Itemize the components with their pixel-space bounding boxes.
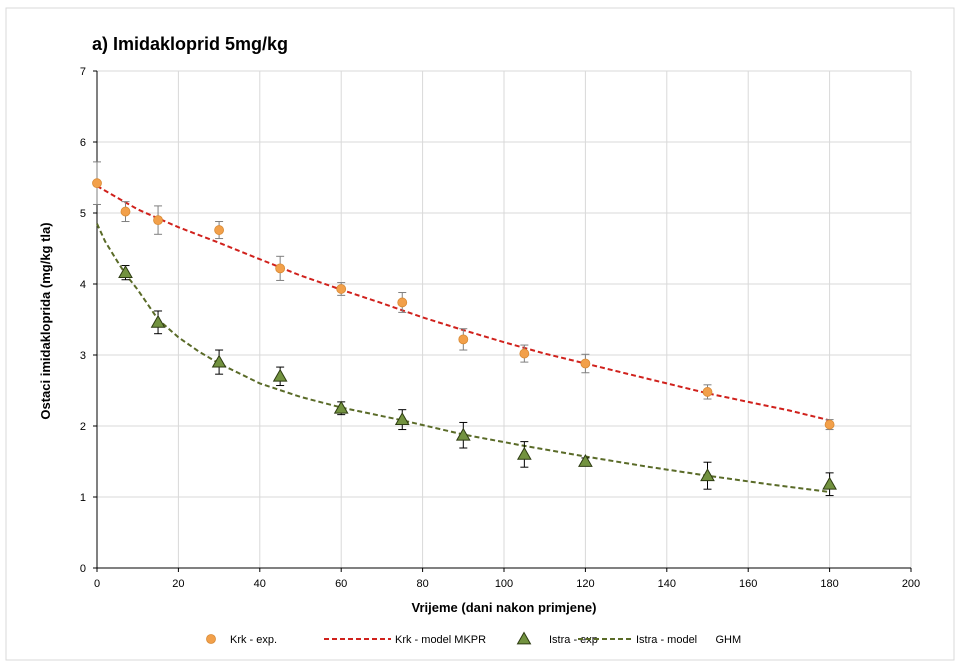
- x-tick-label: 120: [576, 578, 594, 590]
- x-tick-label: 140: [658, 578, 676, 590]
- x-tick-label: 80: [416, 578, 428, 590]
- krk-exp-point: [153, 215, 163, 226]
- legend-label-1: Krk - model MKPR: [395, 634, 486, 646]
- istra-exp-point: [700, 468, 715, 482]
- krk-exp-point: [120, 206, 131, 217]
- x-tick-label: 40: [254, 578, 266, 590]
- legend: Krk - exp. Krk - model MKPR Istra - exp Ist…: [206, 631, 741, 646]
- istra-exp-point: [822, 476, 837, 490]
- y-tick-label: 2: [80, 421, 86, 433]
- krk-exp-point: [92, 178, 102, 189]
- y-tick-label: 7: [80, 66, 86, 78]
- istra-exp-point: [394, 412, 410, 425]
- istra-exp-point: [150, 314, 166, 328]
- x-tick-label: 180: [820, 578, 838, 590]
- x-tick-label: 60: [335, 578, 347, 590]
- krk-exp-point: [458, 334, 469, 345]
- y-tick-label: 1: [80, 492, 86, 504]
- series-layer: [92, 161, 837, 497]
- x-axis-label: Vrijeme (dani nakon primjene): [412, 600, 597, 615]
- krk-exp-point: [702, 387, 713, 397]
- krk-exp-point: [336, 284, 347, 294]
- grid-layer: [97, 70, 912, 568]
- krk-exp-point: [580, 358, 591, 369]
- krk-exp-point: [275, 263, 286, 274]
- x-tick-label: 100: [495, 578, 513, 590]
- legend-marker-0: [206, 634, 216, 644]
- legend-label-3: Istra - model GHM: [636, 634, 741, 646]
- chart-border: [5, 7, 955, 661]
- chart-title: a) Imidakloprid 5mg/kg: [92, 34, 288, 54]
- y-tick-label: 0: [80, 563, 86, 575]
- y-tick-label: 4: [80, 279, 86, 291]
- x-tick-label: 20: [172, 578, 184, 590]
- model-line-1: [96, 223, 830, 493]
- krk-exp-point: [214, 225, 225, 235]
- x-tick-label: 200: [902, 578, 920, 590]
- krk-exp-point: [397, 297, 408, 308]
- istra-exp-point: [455, 427, 471, 441]
- legend-label-0: Krk - exp.: [230, 634, 277, 646]
- y-tick-label: 5: [80, 208, 86, 220]
- legend-label-2: Istra - exp: [549, 634, 598, 646]
- istra-exp-point: [118, 265, 133, 279]
- legend-marker-2: [516, 631, 532, 645]
- istra-exp-point: [272, 368, 288, 382]
- y-tick-label: 3: [80, 350, 86, 362]
- y-tick-label: 6: [80, 137, 86, 149]
- istra-exp-point: [578, 453, 593, 467]
- istra-exp-point: [211, 354, 227, 368]
- x-tick-label: 160: [739, 578, 757, 590]
- krk-exp-point: [519, 348, 530, 359]
- istra-exp-point: [516, 446, 532, 460]
- axes-layer: 0 20 40 60 80 100 120 140 160 180 200 0 1 2 3 4 5 6 7: [80, 66, 920, 590]
- y-axis-label: Ostaci imidakloprida (mg/kg tla): [38, 222, 53, 419]
- krk-exp-point: [824, 419, 835, 430]
- istra-exp-point: [333, 400, 349, 414]
- x-tick-label: 0: [94, 578, 100, 590]
